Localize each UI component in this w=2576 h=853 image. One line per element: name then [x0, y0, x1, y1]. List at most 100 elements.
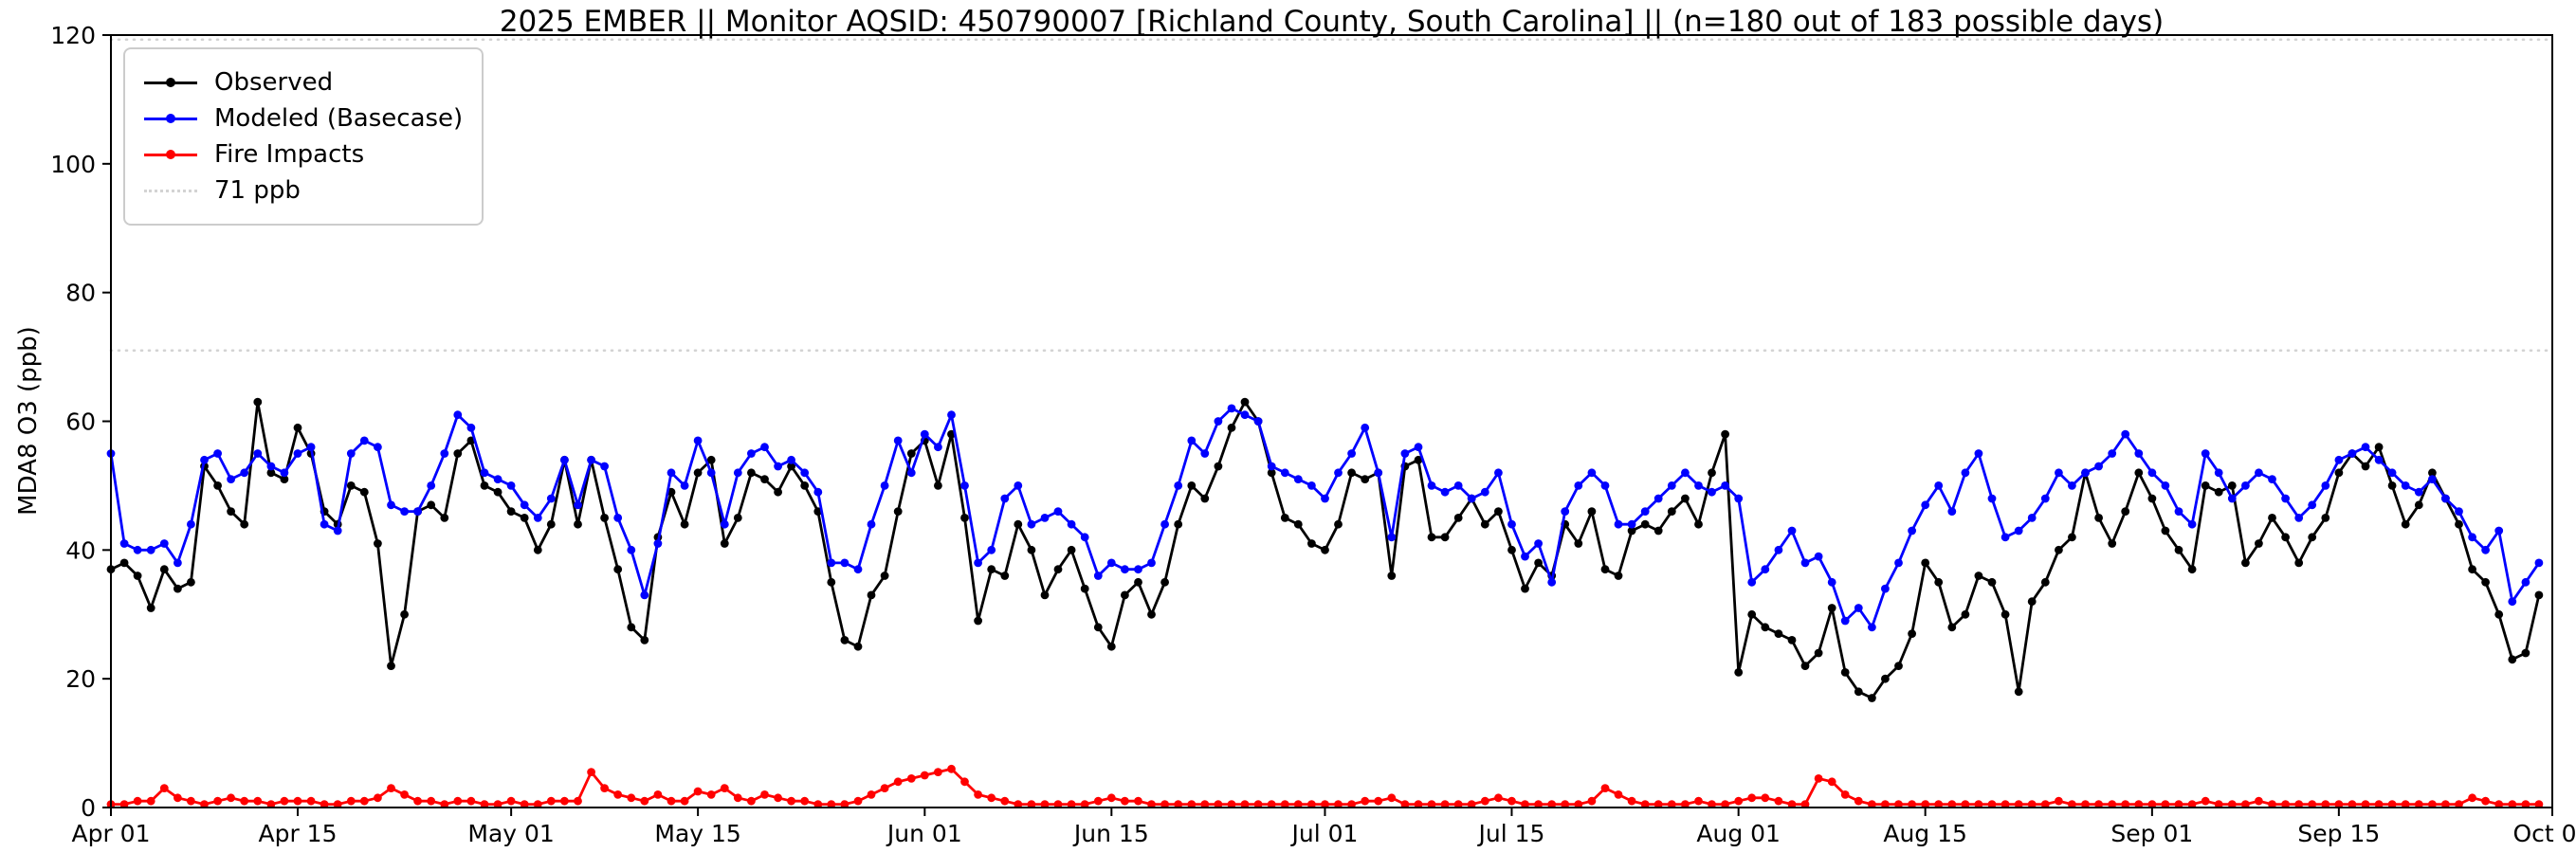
modeled-basecase-marker [2014, 526, 2023, 535]
observed-marker [1507, 545, 1516, 554]
fire-impacts-marker [1947, 800, 1957, 808]
observed-marker [2214, 487, 2223, 497]
modeled-basecase-marker [1534, 539, 1543, 548]
observed-marker [2121, 507, 2130, 516]
series-modeled-basecase [106, 404, 2544, 632]
y-tick-label: 80 [65, 280, 96, 307]
observed-marker [760, 475, 769, 483]
modeled-basecase-marker [1121, 565, 1129, 574]
modeled-basecase-marker [1280, 468, 1289, 478]
modeled-basecase-marker [2494, 526, 2504, 535]
modeled-basecase-marker [1667, 481, 1676, 490]
modeled-basecase-marker [146, 545, 155, 554]
observed-marker [1961, 609, 1970, 619]
modeled-basecase-marker [2255, 468, 2263, 478]
fire-impacts-marker [146, 796, 155, 806]
fire-impacts-marker [587, 768, 595, 776]
fire-impacts-marker [1080, 800, 1089, 808]
fire-impacts-marker [1721, 800, 1729, 808]
modeled-basecase-marker [1908, 526, 1916, 535]
fire-impacts-marker [2227, 800, 2237, 808]
fire-impacts-marker [2134, 800, 2144, 808]
observed-marker [1174, 519, 1183, 529]
observed-marker [1440, 533, 1450, 542]
modeled-basecase-marker [2468, 533, 2477, 542]
x-tick-label: Oct 01 [2513, 820, 2576, 847]
fire-impacts-marker [1321, 800, 1329, 808]
fire-impacts-marker [600, 784, 609, 792]
fire-impacts-marker [720, 784, 729, 792]
fire-impacts-marker [1053, 800, 1063, 808]
observed-line-icon [144, 81, 197, 84]
modeled-basecase-marker [1053, 507, 1063, 516]
modeled-basecase-marker [1587, 468, 1597, 478]
observed-marker [1093, 623, 1103, 632]
observed-marker [2481, 577, 2491, 587]
observed-marker [119, 558, 129, 568]
fire-impacts-marker [227, 793, 236, 803]
fire-impacts-marker [374, 793, 382, 803]
fire-impacts-marker [133, 796, 142, 806]
modeled-basecase-marker [2401, 481, 2410, 490]
fire-impacts-marker [667, 796, 676, 806]
fire-impacts-marker [2534, 800, 2544, 808]
observed-marker [2055, 545, 2063, 554]
fire-impacts-marker [427, 796, 436, 806]
fire-impacts-marker [520, 800, 529, 808]
observed-marker [853, 642, 863, 651]
modeled-basecase-marker [1640, 507, 1650, 516]
observed-marker [1334, 519, 1343, 529]
observed-marker [266, 468, 276, 478]
observed-marker [1800, 662, 1810, 670]
modeled-basecase-marker [893, 436, 903, 445]
modeled-basecase-line [109, 407, 2541, 629]
fire-impacts-marker [1480, 796, 1489, 806]
fire-impacts-marker [413, 796, 422, 806]
observed-marker [1640, 519, 1650, 529]
modeled-basecase-marker [1547, 577, 1557, 587]
modeled-basecase-marker [320, 519, 329, 529]
legend: Observed Modeled (Basecase) Fire Impacts… [123, 47, 484, 226]
observed-marker [2040, 577, 2050, 587]
observed-marker [2428, 468, 2437, 478]
fire-impacts-marker [1614, 790, 1623, 799]
modeled-basecase-marker [2068, 481, 2076, 490]
modeled-basecase-marker [1840, 616, 1850, 626]
observed-marker [1694, 519, 1703, 529]
observed-marker [1040, 590, 1050, 600]
fire-impacts-marker [1027, 800, 1036, 808]
modeled-basecase-marker [1574, 481, 1583, 490]
modeled-basecase-marker [1734, 494, 1744, 503]
fire-impacts-marker [2001, 800, 2010, 808]
modeled-basecase-marker [760, 443, 769, 452]
modeled-basecase-marker [2521, 577, 2530, 587]
modeled-basecase-marker [1214, 417, 1223, 426]
legend-label-fire-impacts: Fire Impacts [214, 140, 365, 169]
observed-marker [2014, 687, 2023, 697]
modeled-basecase-marker [1293, 475, 1303, 483]
fire-impacts-marker [840, 800, 850, 808]
modeled-basecase-marker [533, 514, 542, 522]
modeled-basecase-marker [253, 449, 263, 458]
observed-marker [2321, 514, 2330, 522]
observed-marker [2294, 558, 2304, 568]
fire-impacts-marker [787, 796, 795, 806]
fire-impacts-marker [240, 796, 249, 806]
modeled-basecase-marker [800, 468, 810, 478]
modeled-basecase-marker [159, 539, 169, 548]
modeled-basecase-marker [1614, 519, 1623, 529]
observed-marker [2227, 481, 2237, 490]
x-tick-label: Jul 01 [1290, 820, 1359, 847]
modeled-basecase-marker [506, 481, 516, 490]
modeled-basecase-marker [480, 468, 489, 478]
observed-marker [1908, 629, 1916, 638]
fire-impacts-marker [2321, 800, 2330, 808]
series-observed [106, 397, 2544, 702]
fire-impacts-marker [1640, 800, 1650, 808]
fire-impacts-marker [2521, 800, 2530, 808]
observed-marker [974, 616, 982, 626]
fire-impacts-marker [1747, 793, 1757, 803]
modeled-basecase-marker [1134, 565, 1142, 574]
fire-impacts-marker [480, 800, 489, 808]
observed-marker [2201, 481, 2210, 490]
